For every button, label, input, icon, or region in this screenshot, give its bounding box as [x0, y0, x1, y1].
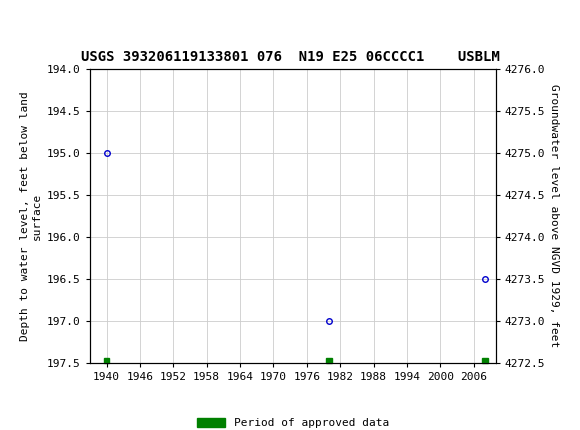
Bar: [482, 358, 488, 363]
Text: ▒USGS: ▒USGS: [3, 9, 57, 31]
Y-axis label: Depth to water level, feet below land
surface: Depth to water level, feet below land su…: [20, 91, 42, 341]
Text: USGS 393206119133801 076  N19 E25 06CCCC1    USBLM: USGS 393206119133801 076 N19 E25 06CCCC1…: [81, 50, 499, 64]
Bar: [104, 358, 110, 363]
Bar: [327, 358, 332, 363]
Y-axis label: Groundwater level above NGVD 1929, feet: Groundwater level above NGVD 1929, feet: [549, 84, 559, 348]
Legend: Period of approved data: Period of approved data: [193, 413, 393, 430]
